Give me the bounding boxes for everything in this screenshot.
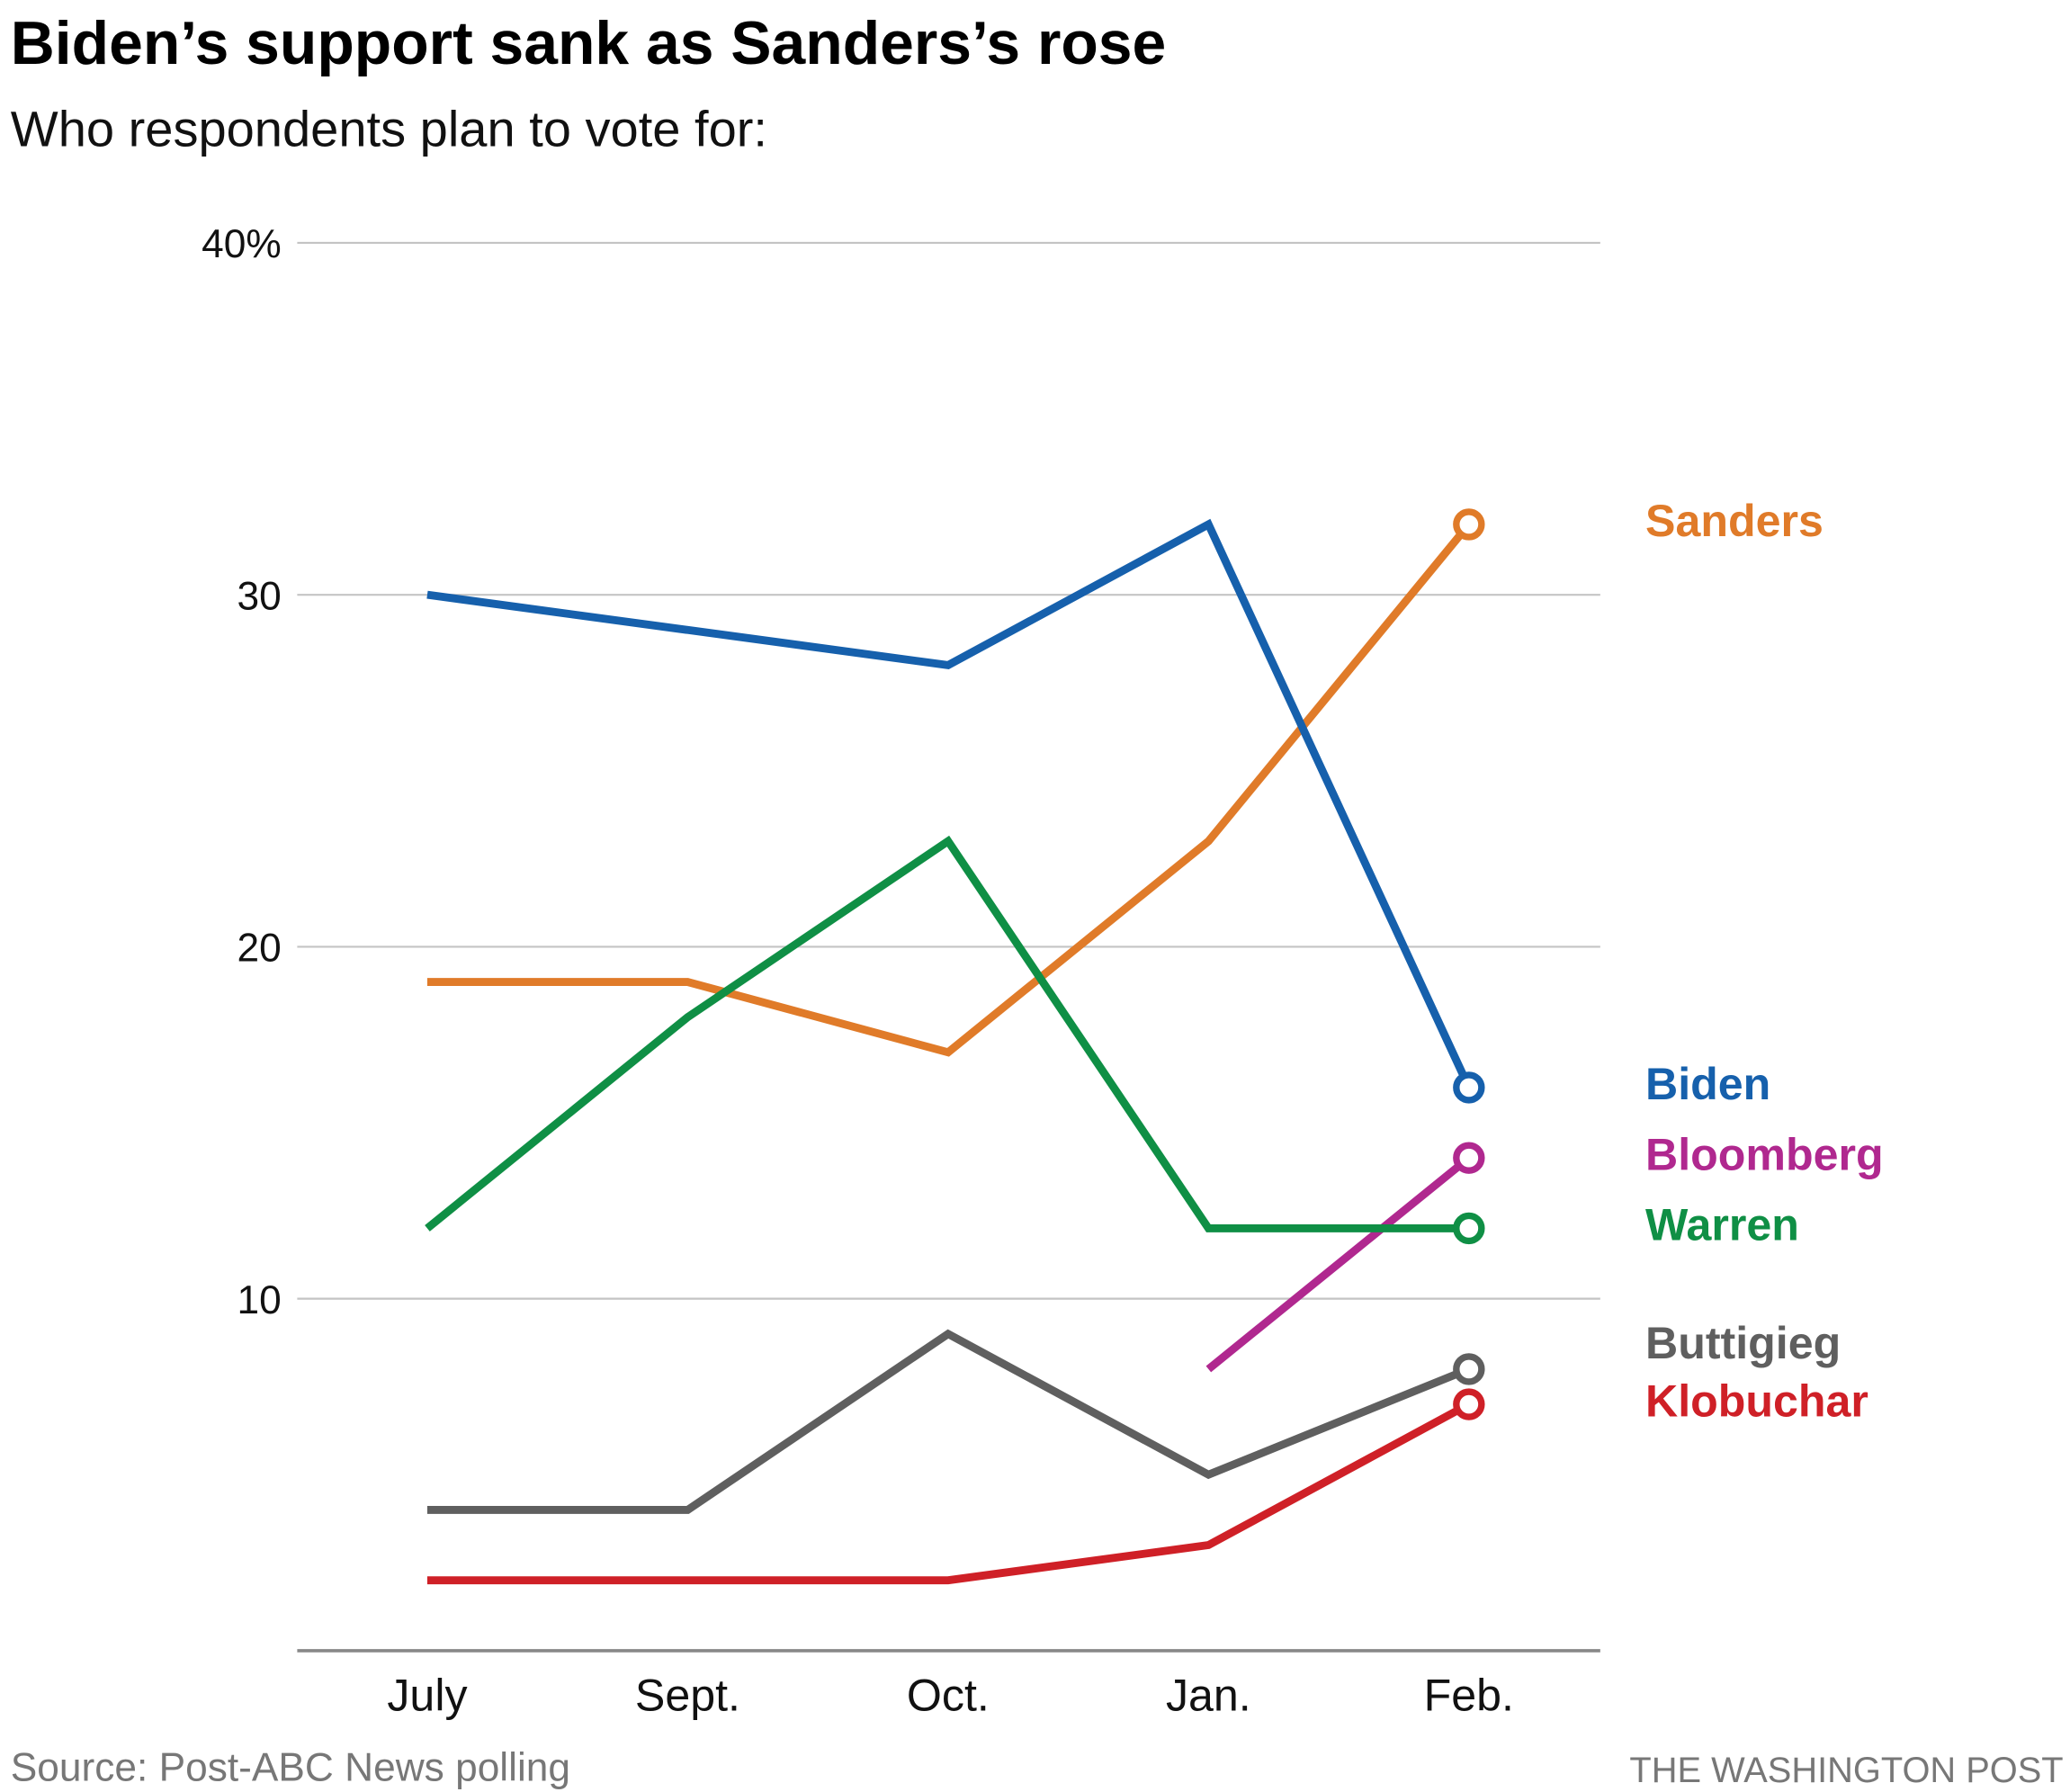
- end-point: [1453, 508, 1485, 541]
- legend-label: Klobuchar: [1645, 1375, 1868, 1426]
- chart-title: Biden’s support sank as Sanders’s rose: [11, 10, 1166, 77]
- x-tick-label: July: [387, 1670, 467, 1720]
- y-tick-label: 10: [237, 1278, 281, 1322]
- x-tick-label: Feb.: [1424, 1670, 1514, 1720]
- y-tick-label: 40%: [202, 222, 282, 266]
- end-point: [1453, 1212, 1485, 1245]
- y-tick-label: 30: [237, 574, 281, 618]
- series-line: [426, 1401, 1471, 1585]
- y-tick-label: 20: [237, 927, 281, 971]
- source: Source: Post-ABC News polling: [11, 1745, 570, 1789]
- chart-subtitle: Who respondents plan to vote for:: [11, 100, 767, 157]
- end-point: [1453, 1071, 1485, 1104]
- end-point: [1453, 1142, 1485, 1174]
- legend-label: Buttigieg: [1645, 1318, 1841, 1368]
- legend-label: Bloomberg: [1645, 1129, 1884, 1179]
- series-line: [425, 835, 1469, 1232]
- legend-label: Sanders: [1645, 496, 1824, 546]
- legend-label: Warren: [1645, 1200, 1799, 1250]
- x-tick-label: Jan.: [1166, 1670, 1251, 1720]
- credit: THE WASHINGTON POST: [1629, 1751, 2063, 1790]
- series-line: [426, 1329, 1471, 1514]
- legend-label: Biden: [1645, 1059, 1770, 1109]
- end-point: [1453, 1388, 1485, 1420]
- series-line: [426, 518, 1473, 1089]
- x-tick-label: Sept.: [635, 1670, 740, 1720]
- x-tick-label: Oct.: [907, 1670, 990, 1720]
- series-line: [426, 522, 1473, 1057]
- series-line: [1205, 1154, 1472, 1373]
- end-point: [1453, 1353, 1485, 1385]
